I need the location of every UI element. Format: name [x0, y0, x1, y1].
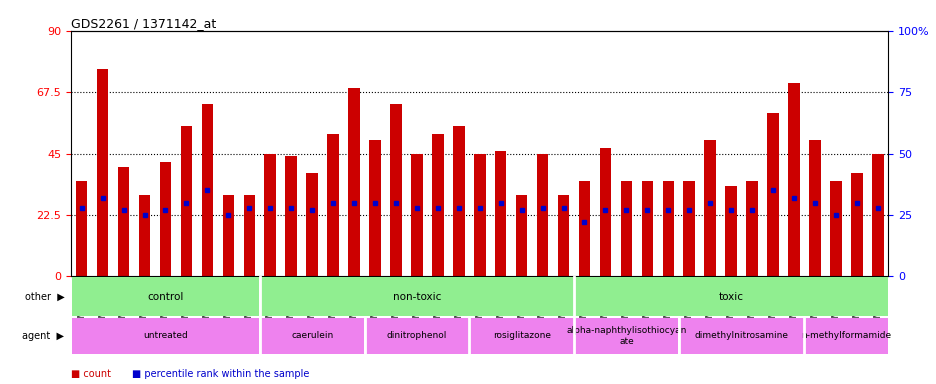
Text: agent  ▶: agent ▶ [22, 331, 65, 341]
Bar [96, 69, 109, 276]
Bar [260, 318, 364, 354]
Bar [285, 156, 297, 276]
Text: non-toxic: non-toxic [392, 291, 441, 302]
Text: GDS2261 / 1371142_at: GDS2261 / 1371142_at [71, 17, 216, 30]
Bar [348, 88, 359, 276]
Bar [181, 126, 192, 276]
Bar [431, 134, 443, 276]
Bar [620, 181, 632, 276]
Text: control: control [147, 291, 183, 302]
Text: n-methylformamide: n-methylformamide [800, 331, 890, 341]
Bar [682, 181, 695, 276]
Bar [557, 195, 569, 276]
Bar [411, 154, 422, 276]
Bar [662, 181, 673, 276]
Text: caerulein: caerulein [291, 331, 333, 341]
Bar [139, 195, 150, 276]
Text: dinitrophenol: dinitrophenol [387, 331, 446, 341]
Bar [574, 277, 887, 316]
Bar [327, 134, 339, 276]
Bar [850, 173, 862, 276]
Bar [804, 318, 887, 354]
Text: other  ▶: other ▶ [24, 291, 65, 302]
Bar [201, 104, 212, 276]
Text: ■ percentile rank within the sample: ■ percentile rank within the sample [132, 369, 309, 379]
Text: toxic: toxic [718, 291, 743, 302]
Bar [243, 195, 255, 276]
Text: ■ count: ■ count [71, 369, 111, 379]
Bar [260, 277, 573, 316]
Bar [599, 148, 610, 276]
Bar [536, 154, 548, 276]
Bar [641, 181, 652, 276]
Bar [71, 318, 259, 354]
Bar [829, 181, 841, 276]
Bar [578, 181, 590, 276]
Bar [223, 195, 234, 276]
Text: untreated: untreated [143, 331, 187, 341]
Bar [469, 318, 573, 354]
Bar [787, 83, 799, 276]
Bar [118, 167, 129, 276]
Bar [516, 195, 527, 276]
Bar [809, 140, 820, 276]
Bar [494, 151, 506, 276]
Bar [389, 104, 402, 276]
Bar [306, 173, 317, 276]
Bar [767, 113, 778, 276]
Bar [159, 162, 171, 276]
Bar [452, 126, 464, 276]
Bar [704, 140, 715, 276]
Bar [474, 154, 485, 276]
Bar [364, 318, 468, 354]
Bar [871, 154, 883, 276]
Bar [264, 154, 276, 276]
Bar [71, 277, 259, 316]
Bar [76, 181, 87, 276]
Bar [746, 181, 757, 276]
Text: rosiglitazone: rosiglitazone [492, 331, 550, 341]
Text: dimethylnitrosamine: dimethylnitrosamine [694, 331, 788, 341]
Bar [679, 318, 803, 354]
Text: alpha-naphthylisothiocyan
ate: alpha-naphthylisothiocyan ate [565, 326, 686, 346]
Bar [574, 318, 678, 354]
Bar [369, 140, 380, 276]
Bar [724, 186, 736, 276]
